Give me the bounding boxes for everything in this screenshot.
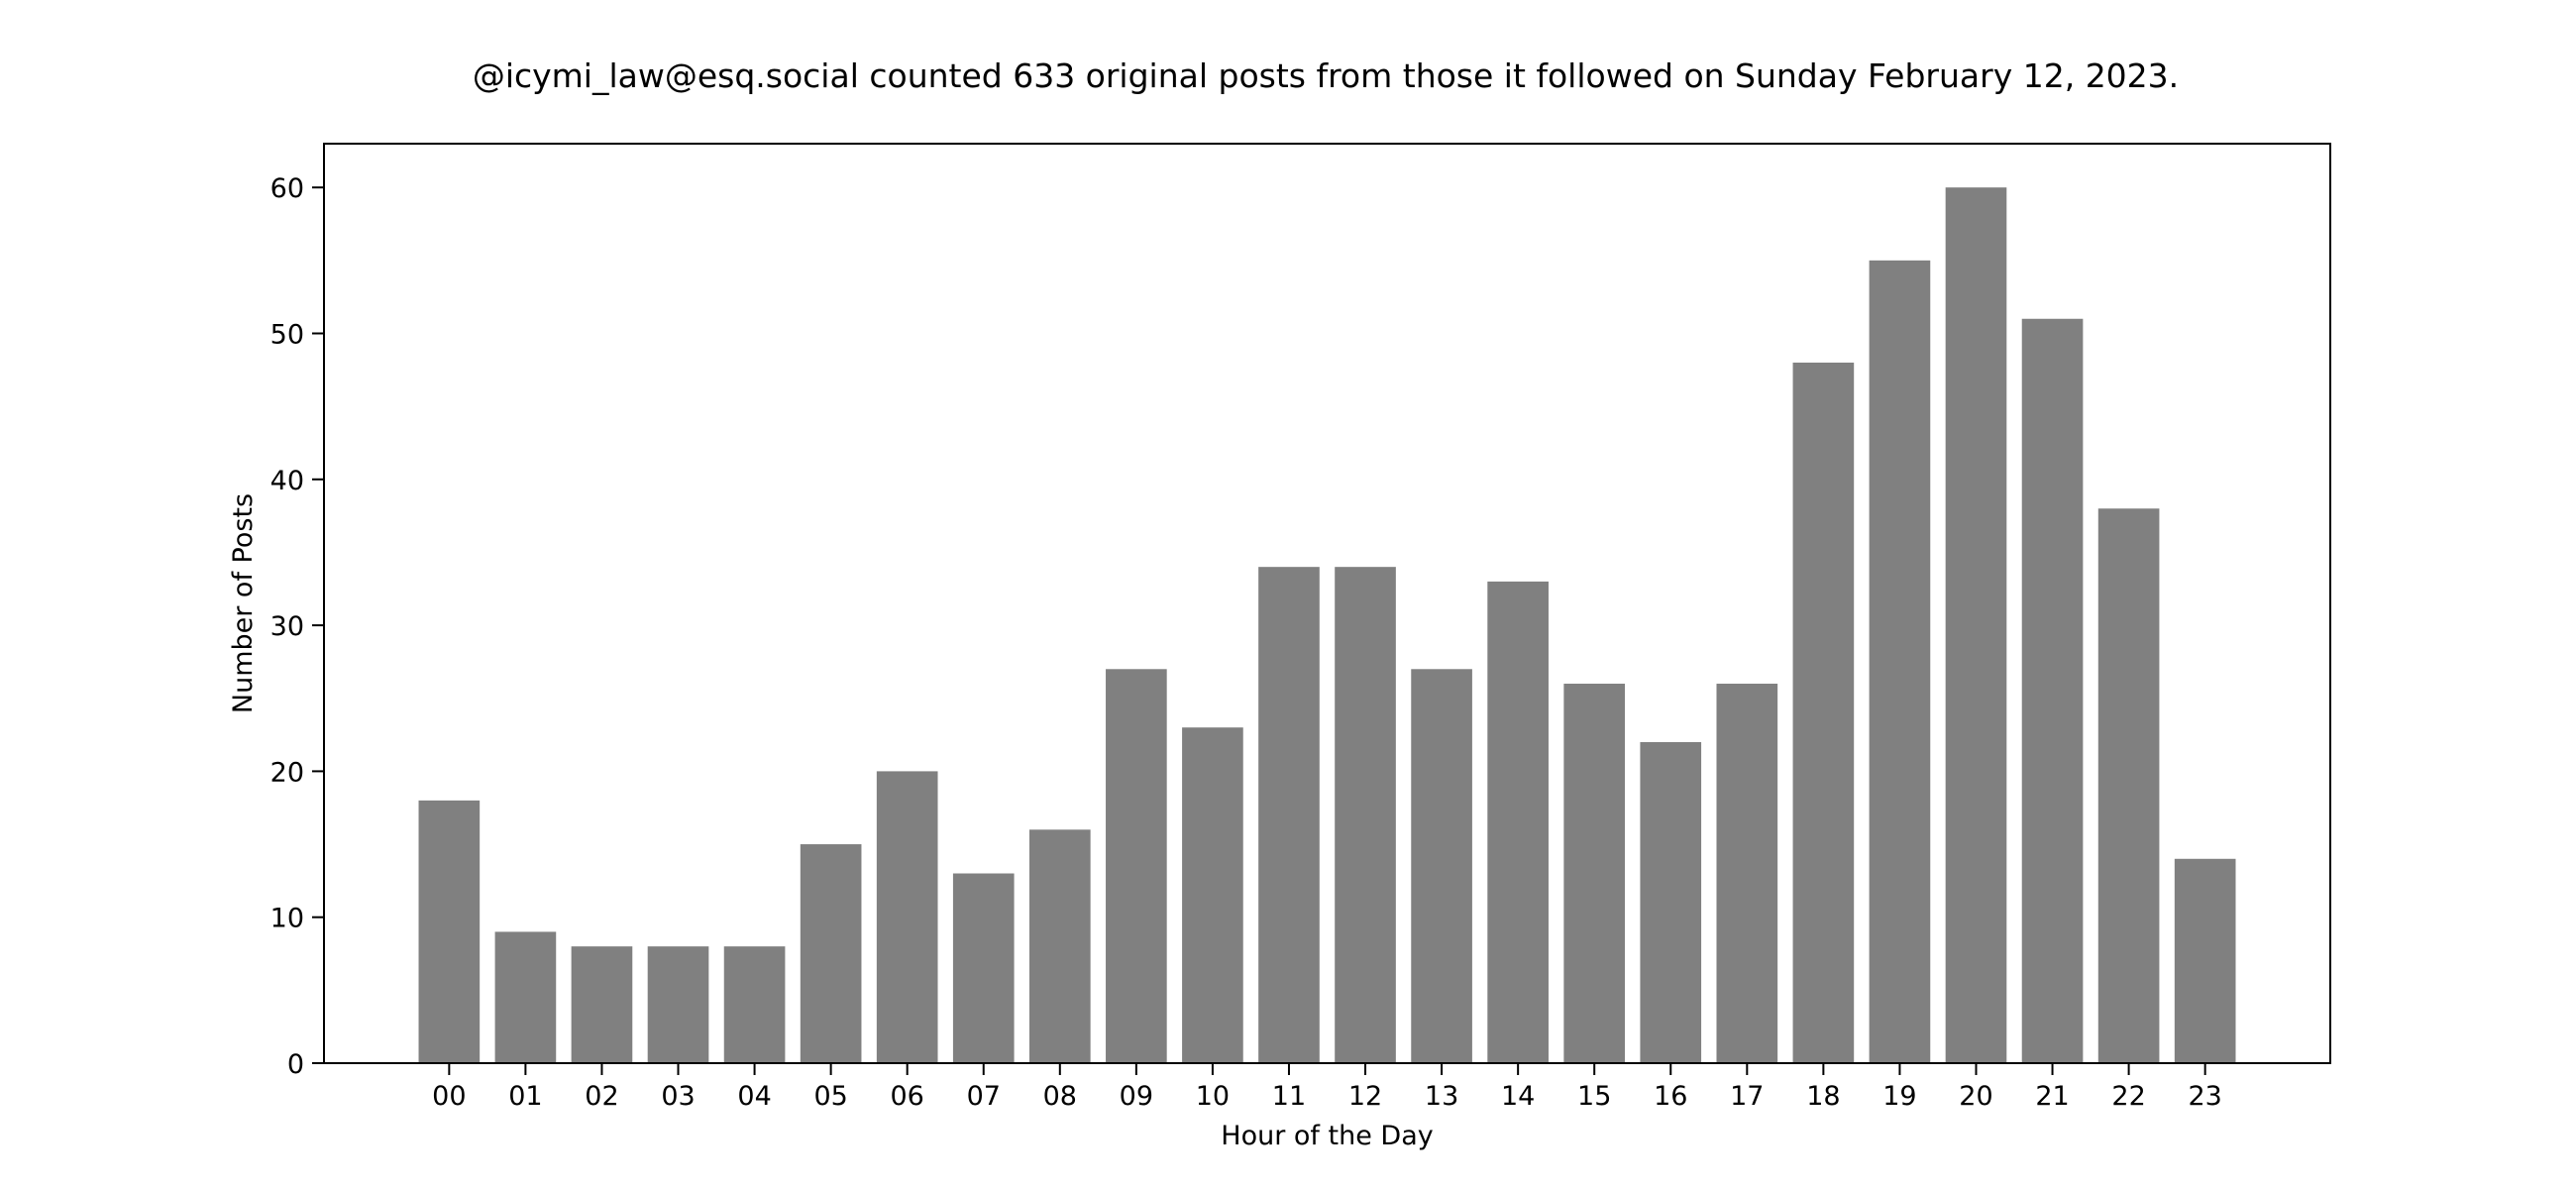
x-tick-label: 02	[585, 1081, 618, 1112]
bar-05	[800, 844, 862, 1063]
bar-15	[1563, 684, 1626, 1063]
bar-00	[418, 800, 481, 1063]
bar-07	[952, 873, 1015, 1063]
bar-23	[2174, 858, 2236, 1063]
y-tick-label: 60	[270, 173, 304, 204]
y-tick-label: 0	[287, 1049, 304, 1080]
bar-08	[1028, 829, 1091, 1063]
bar-09	[1106, 669, 1167, 1063]
x-tick-label: 01	[508, 1081, 542, 1112]
bar-13	[1411, 669, 1472, 1063]
x-tick-label: 22	[2111, 1081, 2145, 1112]
bars-layer	[418, 187, 2236, 1064]
x-axis: 00 01 02 03 04 05 06 07 08 09 10 11 12 13 14 15 16 17 18 19…	[432, 1063, 2222, 1112]
bar-02	[571, 946, 633, 1063]
x-tick-label: 19	[1882, 1081, 1916, 1112]
plot-frame	[323, 143, 2331, 1064]
x-tick-label: 16	[1654, 1081, 1687, 1112]
x-tick-label: 10	[1196, 1081, 1230, 1112]
bar-06	[876, 771, 938, 1063]
y-axis-label: Number of Posts	[228, 493, 259, 713]
x-tick-label: 03	[661, 1081, 695, 1112]
y-tick-label: 20	[270, 757, 304, 788]
y-tick-label: 50	[270, 319, 304, 350]
bar-12	[1335, 567, 1396, 1063]
x-tick-label: 04	[737, 1081, 771, 1112]
x-tick-label: 00	[432, 1081, 466, 1112]
bar-19	[1869, 260, 1931, 1064]
x-tick-label: 13	[1425, 1081, 1458, 1112]
x-tick-label: 11	[1272, 1081, 1306, 1112]
y-axis: 0 10 20 30 40 50 60	[270, 173, 324, 1080]
x-tick-label: 09	[1120, 1081, 1153, 1112]
x-tick-label: 20	[1959, 1081, 1992, 1112]
bar-14	[1487, 581, 1549, 1063]
x-tick-label: 23	[2188, 1081, 2221, 1112]
y-tick-label: 30	[270, 611, 304, 642]
y-tick-label: 40	[270, 466, 304, 496]
chart-title: @icymi_law@esq.social counted 633 origin…	[473, 56, 2179, 95]
x-tick-label: 21	[2035, 1081, 2069, 1112]
bar-20	[1945, 187, 2007, 1063]
bar-04	[723, 946, 786, 1063]
y-tick-label: 10	[270, 904, 304, 934]
bar-01	[494, 931, 557, 1063]
x-axis-label: Hour of the Day	[1221, 1121, 1433, 1151]
x-tick-label: 06	[891, 1081, 924, 1112]
bar-03	[647, 946, 709, 1063]
bar-10	[1182, 727, 1243, 1063]
bar-22	[2097, 508, 2160, 1063]
x-tick-label: 12	[1348, 1081, 1382, 1112]
x-tick-label: 18	[1806, 1081, 1840, 1112]
x-tick-label: 15	[1577, 1081, 1611, 1112]
bar-16	[1640, 741, 1702, 1063]
x-tick-label: 07	[967, 1081, 1001, 1112]
x-tick-label: 05	[813, 1081, 847, 1112]
x-tick-label: 14	[1501, 1081, 1535, 1112]
bar-11	[1258, 567, 1320, 1063]
x-tick-label: 17	[1730, 1081, 1764, 1112]
bar-17	[1716, 684, 1778, 1063]
bar-21	[2021, 318, 2084, 1063]
x-tick-label: 08	[1043, 1081, 1077, 1112]
bar-18	[1792, 362, 1855, 1063]
